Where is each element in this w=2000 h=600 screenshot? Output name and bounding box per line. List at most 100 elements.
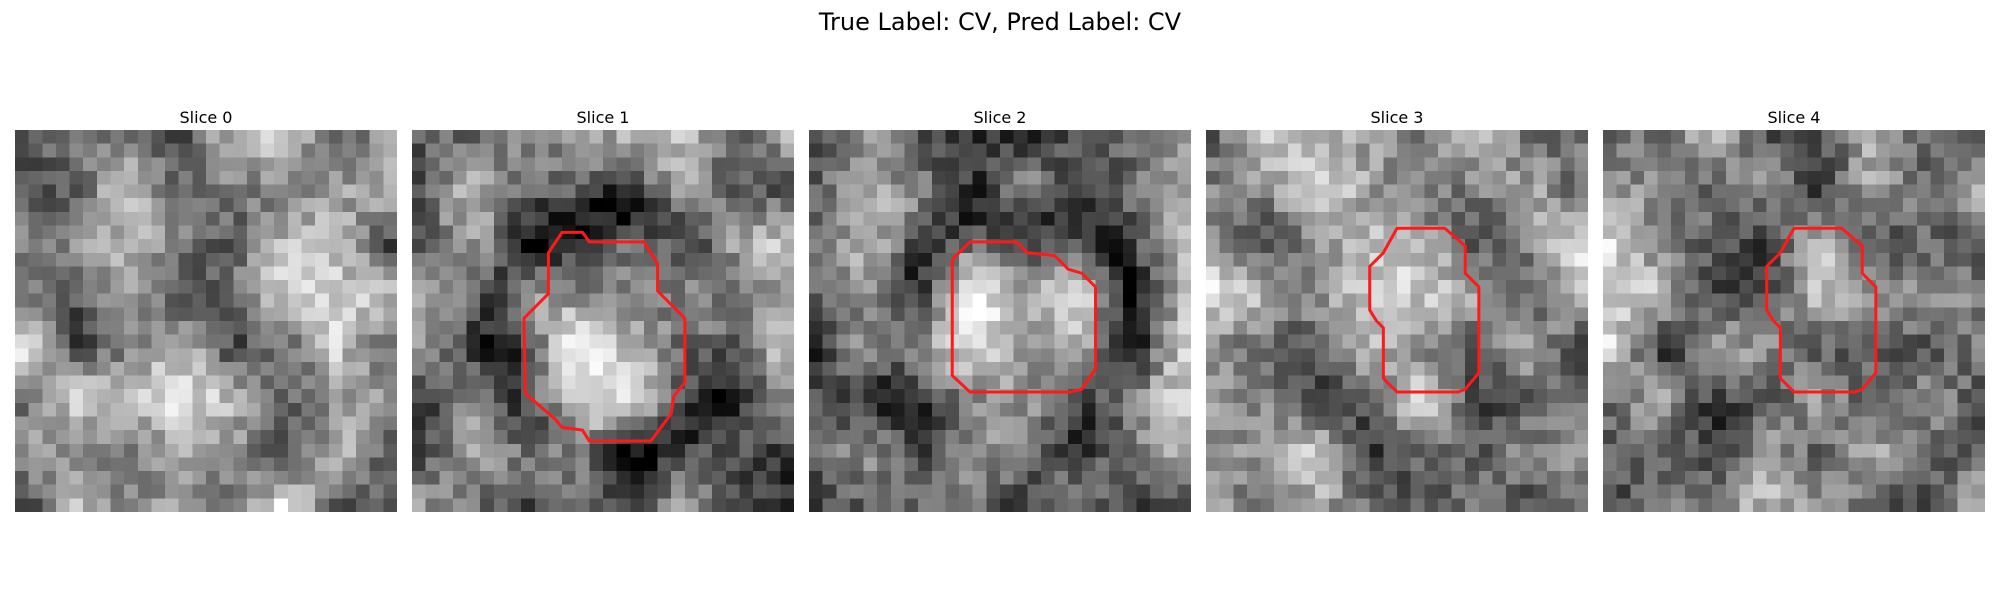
pixel bbox=[548, 321, 563, 335]
pixel bbox=[1684, 484, 1699, 499]
pixel bbox=[1163, 157, 1178, 172]
pixel bbox=[1136, 211, 1151, 226]
pixel bbox=[1930, 498, 1945, 512]
pixel bbox=[1643, 484, 1658, 499]
pixel bbox=[945, 225, 960, 240]
pixel bbox=[1122, 471, 1137, 485]
pixel bbox=[698, 389, 713, 404]
pixel bbox=[287, 211, 302, 226]
pixel bbox=[931, 484, 946, 499]
pixel bbox=[1630, 130, 1645, 144]
pixel bbox=[452, 348, 467, 363]
pixel bbox=[766, 484, 781, 499]
pixel bbox=[1068, 375, 1083, 390]
pixel bbox=[1356, 170, 1370, 185]
pixel bbox=[369, 457, 384, 472]
pixel bbox=[1315, 143, 1330, 158]
pixel bbox=[1574, 225, 1588, 240]
pixel bbox=[83, 239, 98, 254]
pixel bbox=[562, 375, 576, 390]
pixel bbox=[83, 321, 98, 335]
pixel bbox=[836, 211, 851, 226]
pixel bbox=[274, 157, 289, 172]
pixel bbox=[698, 484, 713, 499]
pixel bbox=[1712, 293, 1727, 308]
pixel bbox=[890, 143, 905, 158]
pixel bbox=[1328, 252, 1343, 267]
pixel bbox=[1369, 389, 1384, 404]
pixel bbox=[1875, 211, 1890, 226]
pixel bbox=[1095, 457, 1110, 472]
pixel bbox=[55, 334, 70, 349]
pixel bbox=[1916, 198, 1931, 213]
pixel bbox=[1068, 239, 1083, 254]
pixel bbox=[1136, 293, 1151, 308]
pixel bbox=[589, 170, 604, 185]
pixel bbox=[1916, 375, 1931, 390]
pixel bbox=[1451, 184, 1466, 199]
pixel bbox=[452, 416, 467, 431]
pixel bbox=[575, 498, 590, 512]
pixel bbox=[1916, 402, 1931, 417]
pixel bbox=[725, 184, 740, 199]
pixel bbox=[1574, 361, 1588, 376]
pixel bbox=[1603, 348, 1617, 363]
pixel bbox=[466, 266, 481, 281]
pixel bbox=[1150, 471, 1164, 485]
pixel bbox=[1397, 239, 1411, 254]
pixel bbox=[836, 348, 851, 363]
pixel bbox=[589, 389, 604, 404]
pixel bbox=[1369, 416, 1384, 431]
pixel bbox=[548, 307, 563, 322]
pixel bbox=[1753, 471, 1767, 485]
pixel bbox=[1492, 498, 1507, 512]
pixel bbox=[1889, 252, 1904, 267]
pixel bbox=[780, 430, 794, 445]
pixel bbox=[412, 361, 426, 376]
pixel bbox=[1616, 225, 1631, 240]
pixel bbox=[1287, 443, 1302, 458]
pixel bbox=[1136, 280, 1151, 294]
pixel bbox=[1027, 334, 1042, 349]
pixel bbox=[124, 293, 139, 308]
pixel bbox=[1000, 321, 1014, 335]
pixel bbox=[1068, 321, 1083, 335]
pixel bbox=[246, 239, 261, 254]
pixel bbox=[1971, 361, 1985, 376]
pixel bbox=[342, 457, 357, 472]
pixel bbox=[1465, 443, 1480, 458]
pixel bbox=[739, 225, 754, 240]
pixel bbox=[1424, 130, 1439, 144]
pixel bbox=[1739, 484, 1754, 499]
pixel bbox=[1150, 389, 1164, 404]
pixel bbox=[657, 143, 672, 158]
pixel bbox=[1643, 266, 1658, 281]
pixel bbox=[328, 375, 343, 390]
pixel bbox=[1301, 143, 1316, 158]
pixel bbox=[822, 252, 837, 267]
pixel bbox=[1451, 170, 1466, 185]
pixel bbox=[589, 484, 604, 499]
pixel bbox=[1603, 211, 1617, 226]
pixel bbox=[110, 402, 125, 417]
pixel bbox=[233, 402, 248, 417]
pixel bbox=[1013, 157, 1028, 172]
pixel bbox=[849, 225, 864, 240]
pixel bbox=[1206, 239, 1220, 254]
pixel bbox=[1506, 402, 1521, 417]
pixel bbox=[1753, 484, 1767, 499]
pixel bbox=[383, 211, 397, 226]
pixel bbox=[1903, 211, 1918, 226]
pixel bbox=[1862, 402, 1877, 417]
pixel bbox=[1328, 293, 1343, 308]
pixel bbox=[1547, 498, 1561, 512]
pixel bbox=[1725, 170, 1740, 185]
pixel bbox=[1397, 457, 1411, 472]
pixel bbox=[1068, 293, 1083, 308]
pixel bbox=[1095, 389, 1110, 404]
pixel bbox=[616, 471, 631, 485]
pixel bbox=[890, 443, 905, 458]
pixel bbox=[1246, 266, 1261, 281]
pixel bbox=[1821, 157, 1836, 172]
pixel bbox=[328, 334, 343, 349]
